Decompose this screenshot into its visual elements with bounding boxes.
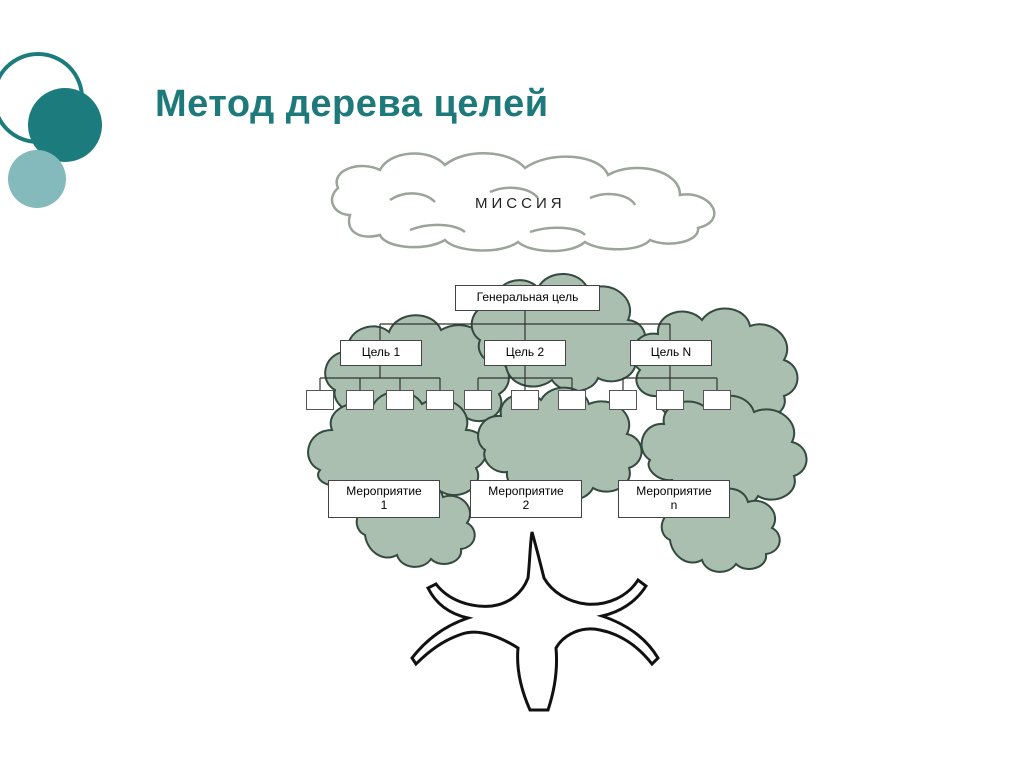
node-event-2: Мероприятие 2 [470,480,582,518]
slide: Метод дерева целей МИССИЯ [0,0,1024,767]
subgoal-box [511,390,539,410]
node-event-1: Мероприятие 1 [328,480,440,518]
subgoal-box [464,390,492,410]
subgoal-box [346,390,374,410]
subgoal-box [426,390,454,410]
goal-tree: МИССИЯ [230,140,870,710]
node-goal-1: Цель 1 [340,340,422,366]
tree-foliage [230,140,870,720]
deco-ring-light [8,150,66,208]
subgoal-box [656,390,684,410]
node-goal-n: Цель N [630,340,712,366]
subgoal-box [306,390,334,410]
subgoal-box [558,390,586,410]
page-title: Метод дерева целей [155,83,549,126]
subgoal-box [386,390,414,410]
node-goal-2: Цель 2 [484,340,566,366]
subgoal-box [703,390,731,410]
node-event-n: Мероприятие n [618,480,730,518]
node-general-goal: Генеральная цель [455,285,600,311]
subgoal-box [609,390,637,410]
